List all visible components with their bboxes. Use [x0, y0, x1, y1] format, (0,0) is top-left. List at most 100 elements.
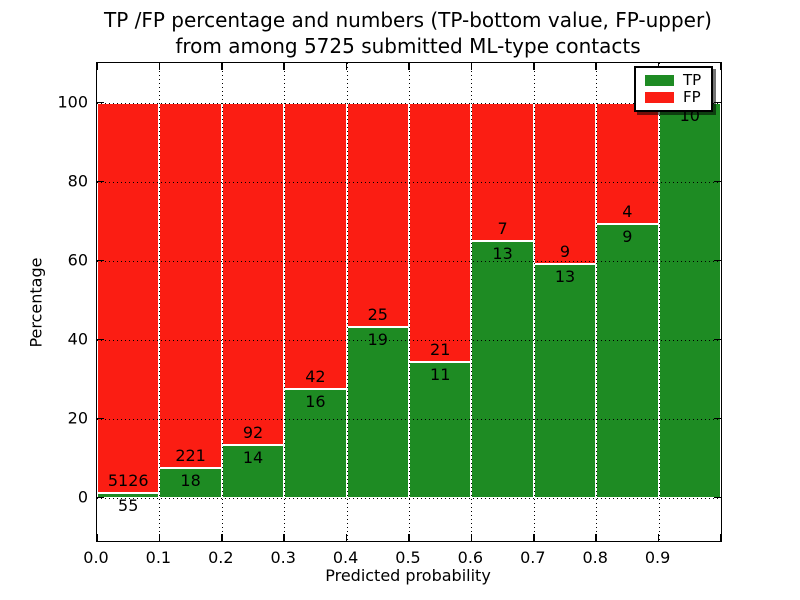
x-tick	[345, 63, 348, 70]
x-gridline	[409, 63, 410, 541]
legend-swatch-tp	[645, 74, 674, 86]
legend-swatch-fp	[645, 92, 674, 104]
x-tick	[283, 63, 285, 70]
bar-tp-segment	[533, 264, 597, 498]
bar-tp-count-label: 11	[430, 364, 451, 384]
bar-fp-count-label: 7	[497, 218, 508, 238]
x-gridline	[284, 63, 286, 541]
bar-tp-segment	[346, 326, 409, 498]
x-tick	[470, 534, 473, 541]
legend-label-tp: TP	[683, 70, 702, 89]
bar-fp-segment	[533, 102, 597, 265]
y-tick-label: 80	[67, 171, 88, 190]
y-tick	[97, 338, 104, 341]
bar-fp-segment	[284, 102, 347, 389]
y-tick-label: 100	[57, 92, 88, 111]
y-tick	[714, 417, 721, 420]
bar-fp-segment	[346, 102, 409, 327]
x-tick	[720, 63, 722, 70]
plot-area: 5126 55 221 18 92 14 42 16 25 19 21 11 7 13 9 13 4 9 10	[96, 62, 722, 542]
y-tick-label: 20	[67, 408, 88, 428]
x-tick	[470, 63, 473, 70]
y-tick	[97, 496, 104, 499]
bar-tp-count-label: 16	[305, 391, 326, 411]
y-tick	[714, 496, 721, 499]
bar-fp-segment	[596, 102, 659, 225]
x-tick-label: 0.1	[145, 548, 172, 567]
bar-fp-count-label: 42	[305, 366, 326, 386]
x-gridline	[221, 63, 223, 541]
bar-tp-segment	[409, 361, 472, 498]
y-tick	[714, 180, 721, 183]
x-gridline	[471, 63, 473, 541]
y-tick	[97, 180, 104, 183]
legend-entry-tp: TP	[636, 70, 711, 89]
x-tick	[720, 534, 722, 541]
bar-tp-count-label: 13	[554, 267, 576, 287]
bar-fp-segment	[159, 102, 222, 468]
x-tick	[158, 534, 161, 541]
x-tick	[345, 534, 348, 541]
x-tick	[533, 63, 535, 70]
y-tick	[714, 259, 721, 262]
bar-tp-count-label: 9	[622, 227, 633, 247]
bar-tp-segment	[658, 102, 721, 498]
y-tick-label: 0	[77, 487, 88, 507]
x-tick	[96, 534, 98, 541]
x-tick	[408, 534, 410, 541]
x-tick	[595, 534, 597, 541]
chart-title-line-1: TP /FP percentage and numbers (TP-bottom…	[104, 8, 712, 32]
bar-fp-count-label: 221	[175, 445, 206, 465]
chart-title: TP /FP percentage and numbers (TP-bottom…	[96, 7, 720, 59]
y-tick	[714, 338, 721, 341]
legend-entry-fp: FP	[636, 90, 711, 105]
x-tick-label: 0.3	[270, 548, 296, 567]
x-tick-label: 0.4	[332, 548, 359, 567]
bar-fp-count-label: 25	[367, 304, 388, 324]
y-tick	[97, 417, 104, 420]
x-tick-label: 0.5	[395, 548, 421, 567]
bar-tp-segment	[159, 467, 222, 498]
x-tick-label: 0.7	[520, 548, 546, 567]
bar-tp-count-label: 14	[242, 448, 264, 468]
legend: TP FP	[634, 66, 713, 112]
x-tick	[595, 63, 597, 70]
x-tick-label: 0.2	[208, 548, 234, 567]
x-gridline	[159, 63, 161, 541]
x-gridline	[533, 63, 535, 541]
x-tick-label: 0.8	[582, 548, 608, 567]
x-axis-label: Predicted probability	[325, 566, 491, 585]
bar-tp-count-label: 13	[492, 243, 513, 263]
bar-tp-segment	[97, 493, 160, 498]
y-tick-label: 60	[67, 250, 88, 270]
bar-tp-segment	[284, 388, 347, 498]
x-tick	[221, 63, 223, 70]
x-tick	[221, 534, 223, 541]
legend-label-fp: FP	[683, 88, 701, 107]
x-tick	[657, 534, 660, 541]
bar-tp-count-label: 18	[180, 470, 201, 490]
bar-fp-count-label: 9	[559, 242, 571, 262]
bar-tp-count-label: 55	[118, 496, 139, 516]
bar-fp-count-label: 5126	[107, 471, 149, 491]
bar-tp-count-label: 19	[367, 329, 388, 349]
chart-title-line-2: from among 5725 submitted ML-type contac…	[175, 34, 641, 58]
x-tick	[158, 63, 161, 70]
x-gridline	[658, 63, 660, 541]
y-tick	[714, 101, 721, 104]
x-tick-label: 0.0	[83, 548, 109, 567]
x-gridline	[596, 63, 598, 541]
bar-fp-count-label: 4	[622, 202, 633, 222]
x-tick-label: 0.6	[457, 548, 484, 567]
bar-fp-count-label: 21	[430, 339, 451, 359]
bar-tp-segment	[471, 240, 534, 498]
bar-fp-segment	[409, 102, 472, 362]
y-tick-label: 40	[67, 329, 88, 349]
x-tick-label: 0.9	[644, 548, 671, 567]
x-tick	[283, 534, 285, 541]
y-tick	[97, 101, 104, 104]
bar-tp-segment	[596, 224, 659, 498]
bar-fp-segment	[221, 102, 285, 446]
bar-fp-count-label: 92	[242, 423, 264, 443]
